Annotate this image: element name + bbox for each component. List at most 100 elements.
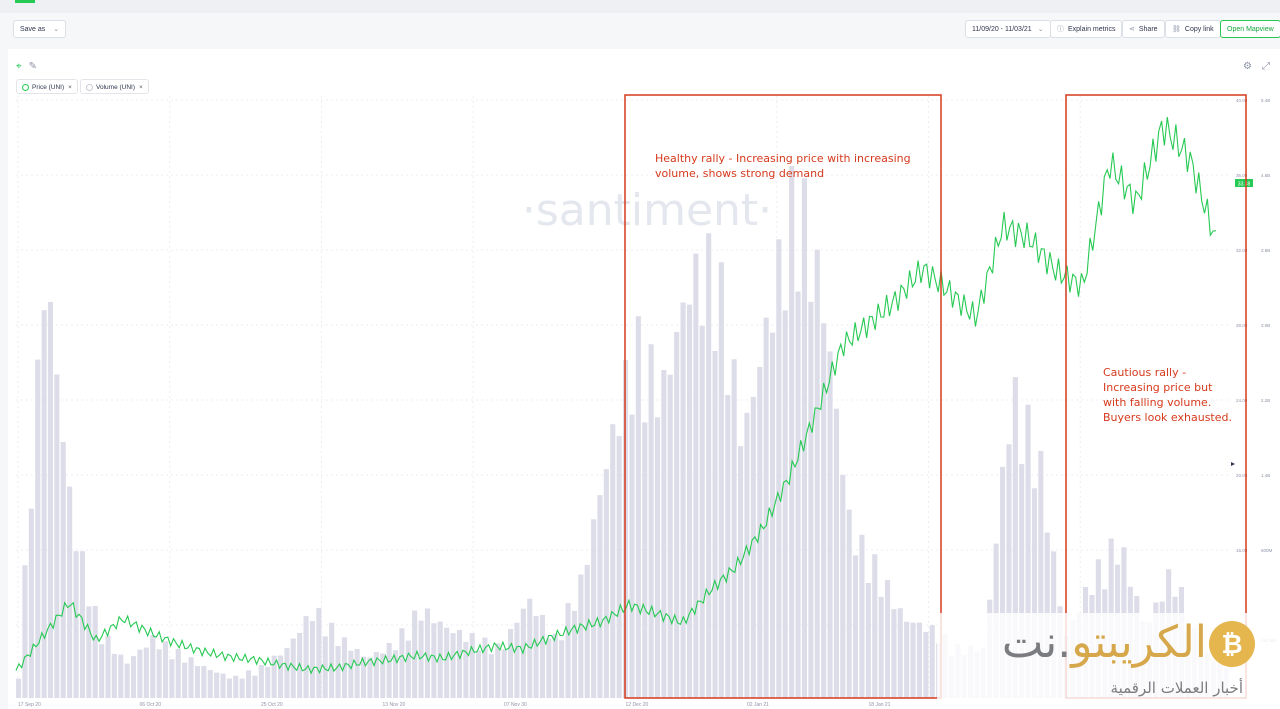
volume-bar bbox=[239, 678, 245, 698]
top-strip bbox=[0, 0, 1280, 13]
volume-bar bbox=[872, 554, 878, 698]
info-icon: ⓘ bbox=[1057, 26, 1064, 33]
volume-bar bbox=[367, 657, 373, 698]
chip-label: Volume (UNI) bbox=[96, 84, 136, 91]
volume-bar bbox=[111, 653, 117, 698]
volume-tick-label: 3.8B bbox=[1261, 248, 1270, 253]
x-tick-label: 07 Nov 30 bbox=[504, 702, 527, 708]
volume-bar bbox=[124, 663, 130, 698]
volume-bar bbox=[552, 633, 558, 698]
volume-bar bbox=[444, 627, 450, 698]
volume-bar bbox=[207, 670, 213, 698]
volume-bar bbox=[22, 565, 28, 698]
volume-bar bbox=[348, 650, 354, 698]
volume-bar bbox=[194, 666, 200, 698]
volume-bar bbox=[814, 249, 820, 698]
cautious-rally-note: Cautious rally - Increasing price but wi… bbox=[1103, 365, 1232, 425]
volume-bar bbox=[265, 666, 271, 698]
volume-bar bbox=[316, 608, 322, 698]
volume-bar bbox=[533, 616, 539, 698]
volume-bar bbox=[808, 301, 814, 698]
draw-line-icon[interactable]: ✎ bbox=[28, 61, 38, 72]
volume-bar bbox=[79, 551, 85, 698]
volume-tick-label: 600M bbox=[1261, 548, 1273, 553]
alcrypto-logo: الكريبتو.نت ₿ أخبار العملات الرقمية bbox=[937, 613, 1280, 709]
volume-bar bbox=[1031, 488, 1037, 698]
volume-bar bbox=[821, 323, 827, 698]
close-icon[interactable]: × bbox=[68, 84, 72, 91]
metric-chip-price[interactable]: Price (UNI) × bbox=[16, 79, 78, 94]
settings-icon[interactable]: ⚙ bbox=[1243, 61, 1252, 72]
volume-bar bbox=[303, 616, 309, 698]
volume-bar bbox=[744, 412, 750, 698]
crosshair-icon[interactable]: ⌖ bbox=[16, 61, 22, 72]
volume-bar bbox=[60, 442, 66, 698]
x-tick-label: 25 Oct 20 bbox=[261, 702, 283, 708]
note-line: Increasing price but bbox=[1103, 381, 1213, 394]
volume-bar bbox=[284, 647, 290, 698]
volume-bar bbox=[150, 635, 156, 698]
volume-bar bbox=[373, 652, 379, 698]
volume-bar bbox=[763, 317, 769, 698]
y-volume-ticks: 5.4B 4.6B 3.8B 3.0B 2.2B 1.4B 600M bbox=[1261, 98, 1273, 553]
chart-right-tools: ⚙ ⤢ bbox=[1233, 61, 1270, 72]
volume-bar bbox=[546, 638, 552, 698]
share-button[interactable]: ⋖ Share bbox=[1122, 20, 1165, 38]
volume-tick-label: 2.2B bbox=[1261, 398, 1270, 403]
volume-bar bbox=[501, 649, 507, 698]
volume-bar bbox=[853, 555, 859, 698]
x-tick-label: 13 Nov 20 bbox=[383, 702, 406, 708]
volume-bar bbox=[539, 614, 545, 698]
note-line: Cautious rally - bbox=[1103, 366, 1187, 379]
metric-chip-volume[interactable]: Volume (UNI) × bbox=[80, 79, 149, 94]
explain-metrics-button[interactable]: ⓘ Explain metrics bbox=[1050, 20, 1123, 38]
price-tick-label: 40.00 bbox=[1236, 98, 1248, 103]
fullscreen-icon[interactable]: ⤢ bbox=[1262, 61, 1270, 72]
volume-bar bbox=[290, 638, 296, 698]
price-tick-label: 28.00 bbox=[1236, 323, 1248, 328]
volume-bar bbox=[916, 622, 922, 698]
volume-tick-label: 3.0B bbox=[1261, 323, 1270, 328]
share-icon: ⋖ bbox=[1129, 26, 1135, 33]
volume-bar bbox=[859, 534, 865, 698]
price-last-label: 33.38 bbox=[1238, 182, 1251, 188]
logo-wordmark: الكريبتو.نت bbox=[937, 615, 1207, 671]
open-mapview-button[interactable]: Open Mapview bbox=[1220, 20, 1280, 38]
volume-bar bbox=[584, 564, 590, 698]
copy-link-label: Copy link bbox=[1184, 26, 1214, 33]
volume-bar bbox=[341, 637, 347, 698]
volume-bar bbox=[833, 408, 839, 698]
price-tick-label: 16.00 bbox=[1236, 548, 1248, 553]
volume-bar bbox=[865, 583, 871, 698]
volume-bar bbox=[629, 414, 635, 698]
volume-tick-label: 1.4B bbox=[1261, 473, 1270, 478]
volume-bar bbox=[54, 374, 60, 698]
volume-bar bbox=[897, 608, 903, 698]
volume-bar bbox=[386, 643, 392, 698]
volume-bar bbox=[648, 344, 654, 698]
volume-bar bbox=[801, 178, 807, 699]
volume-bar bbox=[878, 596, 884, 698]
volume-bar bbox=[431, 623, 437, 698]
volume-bar bbox=[578, 574, 584, 698]
volume-bar bbox=[297, 632, 303, 698]
price-tick-label: 24.00 bbox=[1236, 398, 1248, 403]
save-as-button[interactable]: Save as ⌄ bbox=[13, 20, 67, 38]
volume-bar bbox=[86, 606, 92, 698]
date-range-picker[interactable]: 11/09/20 - 11/03/21 ⌄ bbox=[965, 20, 1051, 38]
date-range-label: 11/09/20 - 11/03/21 bbox=[972, 26, 1032, 33]
logo-suffix: .نت bbox=[1001, 617, 1072, 668]
volume-bar bbox=[169, 659, 175, 698]
volume-bar bbox=[322, 636, 328, 698]
volume-bar bbox=[41, 310, 47, 698]
volume-bar bbox=[67, 486, 73, 698]
note-line: with falling volume. bbox=[1103, 396, 1212, 409]
volume-bar bbox=[885, 580, 891, 698]
save-as-label: Save as bbox=[20, 26, 46, 33]
close-icon[interactable]: × bbox=[139, 84, 143, 91]
price-last-badge bbox=[1235, 179, 1253, 187]
explain-metrics-label: Explain metrics bbox=[1068, 26, 1116, 33]
share-label: Share bbox=[1138, 26, 1158, 33]
chip-label: Price (UNI) bbox=[32, 84, 65, 91]
